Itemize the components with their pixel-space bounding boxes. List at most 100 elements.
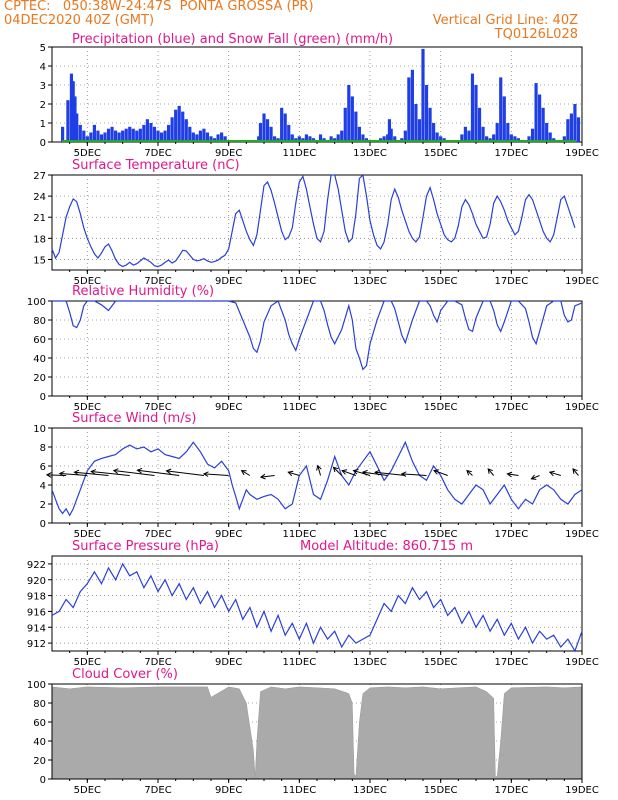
wind-vector <box>572 468 579 476</box>
precip-bar <box>223 136 227 142</box>
y-tick-label: 916 <box>27 607 46 618</box>
x-tick-label: 15DEC <box>424 785 458 796</box>
precip-bar <box>428 107 432 142</box>
wind-vector-head <box>73 469 80 476</box>
precip-bar <box>96 130 100 142</box>
x-tick-label: 13DEC <box>353 276 387 287</box>
x-tick-label: 17DEC <box>494 276 528 287</box>
precip-bar <box>75 113 79 142</box>
precip-bar <box>541 107 545 142</box>
precip-bar <box>273 136 277 142</box>
y-tick-label: 18 <box>33 234 46 245</box>
precip-bar <box>262 113 266 142</box>
y-tick-label: 60 <box>33 718 46 729</box>
y-tick-label: 20 <box>33 756 46 767</box>
wind-vector-head <box>506 471 513 478</box>
precip-bar <box>357 126 361 142</box>
precip-bar <box>121 130 125 142</box>
y-tick-label: 914 <box>27 623 46 634</box>
precip-bar <box>414 104 418 142</box>
precip-bar <box>128 126 132 142</box>
plot-frame-overlay <box>51 683 583 780</box>
wind-vector <box>433 470 448 476</box>
precip-bar <box>470 73 475 142</box>
panel-cloud: 0 20 40 60 80 100 5DEC 7DEC 9DEC 11DEC 13DEC 15DEC 1… <box>27 667 599 796</box>
y-tick-label: 20 <box>33 373 46 384</box>
precip-bar <box>61 126 65 142</box>
precip-bar <box>89 132 93 142</box>
x-tick-label: 19DEC <box>565 276 599 287</box>
wind-vector <box>166 470 204 476</box>
pressure-series-line <box>51 562 583 653</box>
x-tick-label: 15DEC <box>424 148 458 159</box>
wind-vector <box>203 473 229 476</box>
precip-bar <box>495 123 499 142</box>
wind-vector <box>401 473 427 476</box>
precip-bar <box>509 134 513 142</box>
precip-bar <box>258 123 263 142</box>
y-tick-label: 0 <box>40 392 46 403</box>
y-tick-label: 918 <box>27 592 46 603</box>
rh-series-line <box>52 300 583 371</box>
precip-bar <box>336 134 340 142</box>
x-tick-label: 5DEC <box>74 785 101 796</box>
precip-bar <box>573 104 577 142</box>
x-tick-label: 7DEC <box>144 276 171 287</box>
precip-bar <box>280 107 284 142</box>
precip-bar <box>216 134 220 142</box>
precip-bar <box>417 119 422 142</box>
wind-vector-head <box>548 470 555 477</box>
x-tick-label: 11DEC <box>282 529 316 540</box>
y-tick-label: 2 <box>40 500 46 511</box>
panel-wind: 0 2 4 6 8 10 5DEC 7DEC 9DEC 11DEC 13DEC 15DEC 17DEC 1… <box>33 411 599 540</box>
precip-bar <box>103 132 107 142</box>
wind-vector <box>113 470 155 476</box>
y-tick-label: 2 <box>40 100 46 111</box>
wind-vector-head <box>466 469 472 476</box>
precip-bar <box>174 109 178 142</box>
precip-bar <box>343 107 347 142</box>
precip-bar <box>138 128 142 142</box>
wind-vector <box>317 465 322 476</box>
precip-bar <box>71 81 75 142</box>
header-model-code: TQ0126L028 <box>494 27 578 42</box>
x-tick-label: 15DEC <box>424 402 458 413</box>
precip-bar <box>177 105 181 142</box>
precip-bar <box>181 111 185 142</box>
precip-bar <box>290 134 294 142</box>
precip-bar <box>340 130 344 142</box>
panel-precip: 0 1 2 3 4 5 5DEC 7DEC 9DEC 11DEC 13DEC 15DEC 17DEC 19… <box>40 32 599 159</box>
y-tick-label: 80 <box>33 316 46 327</box>
precip-bar <box>387 119 392 142</box>
precip-bar <box>534 83 538 142</box>
y-tick-label: 0 <box>40 519 46 530</box>
x-tick-label: 19DEC <box>565 785 599 796</box>
plot-frame <box>51 46 583 143</box>
precip-bar <box>257 136 261 142</box>
x-tick-label: 11DEC <box>282 785 316 796</box>
x-tick-label: 13DEC <box>353 402 387 413</box>
y-tick-label: 40 <box>33 737 46 748</box>
precip-bar <box>170 117 174 142</box>
x-tick-label: 17DEC <box>494 402 528 413</box>
precip-bar <box>566 119 570 142</box>
x-tick-label: 9DEC <box>215 402 242 413</box>
x-tick-label: 11DEC <box>282 148 316 159</box>
wind-vector <box>507 473 519 476</box>
y-tick-label: 0 <box>40 138 46 149</box>
panel-pressure: 912 914 916 918 920 922 5DEC 7DEC 9DEC 11DEC 13DEC… <box>27 539 599 668</box>
wind-vector <box>531 475 540 480</box>
plot-frame <box>51 555 583 652</box>
precip-bar <box>382 136 386 142</box>
wind-vector <box>59 473 88 476</box>
header-location: CPTEC: 050:38W-24:47S PONTA GROSSA (PR) <box>4 0 314 14</box>
panel-title: Relative Humidity (%) <box>72 284 214 299</box>
precip-bar <box>329 136 333 142</box>
precip-bar <box>195 134 199 142</box>
wind-vector-head <box>45 472 52 478</box>
header-run-date: 04DEC2020 40Z (GMT) <box>4 13 155 28</box>
wind-vector <box>362 471 388 476</box>
wind-vector-head <box>287 470 294 477</box>
precip-bar <box>485 136 489 142</box>
wind-vector-head <box>332 466 339 473</box>
